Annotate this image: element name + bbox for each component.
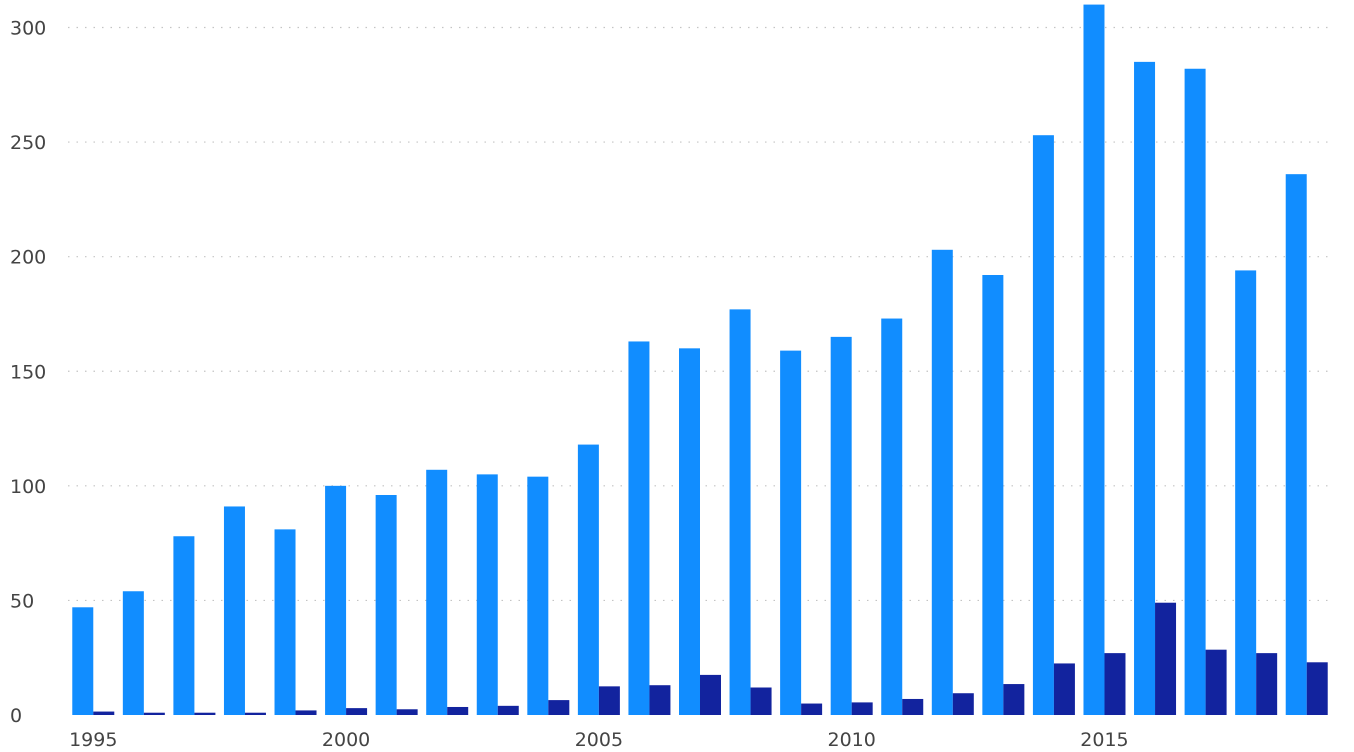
bar-2011-series-2 (902, 698, 924, 715)
bar-2003-series-1 (476, 474, 498, 715)
bar-1998-series-2 (244, 712, 266, 715)
bar-2016-series-2 (1155, 602, 1177, 715)
y-tick-label: 200 (10, 247, 46, 269)
bar-2002-series-2 (447, 706, 469, 715)
bar-2018-series-2 (1256, 653, 1278, 715)
bar-2007-series-1 (679, 348, 700, 715)
bar-1995-series-1 (72, 607, 94, 715)
bar-2007-series-2 (700, 674, 721, 715)
bar-1996-series-1 (122, 591, 144, 715)
y-tick-label: 250 (10, 132, 46, 154)
y-tick-label: 100 (10, 476, 46, 498)
bar-2012-series-1 (931, 249, 953, 715)
bar-1999-series-2 (295, 710, 317, 715)
x-tick-label: 2005 (575, 729, 623, 751)
bar-1998-series-1 (223, 506, 245, 715)
bar-2017-series-2 (1205, 649, 1227, 715)
bar-2013-series-1 (982, 275, 1004, 715)
bar-2006-series-2 (649, 685, 671, 715)
bar-2015-series-1 (1083, 4, 1105, 716)
bar-1997-series-2 (194, 712, 216, 715)
bar-2000-series-1 (325, 485, 347, 715)
bar-2001-series-2 (396, 709, 418, 715)
y-axis: 0 50 100 150 200 250 300 (10, 18, 46, 728)
x-tick-label: 1995 (69, 729, 117, 751)
y-tick-label: 50 (10, 590, 34, 612)
bar-2016-series-1 (1134, 61, 1156, 715)
x-tick-label: 2015 (1080, 729, 1128, 751)
bar-2009-series-2 (801, 703, 823, 715)
bar-2011-series-1 (881, 318, 903, 715)
bar-1999-series-1 (274, 529, 296, 715)
bar-1996-series-2 (143, 712, 165, 715)
bar-2015-series-2 (1104, 653, 1126, 715)
bar-2004-series-1 (527, 476, 549, 715)
bar-1997-series-1 (173, 536, 195, 715)
bar-2010-series-1 (830, 336, 852, 715)
bar-2003-series-2 (497, 705, 519, 715)
bar-2008-series-2 (750, 687, 772, 715)
bar-2012-series-2 (952, 693, 974, 715)
x-axis: 1995 2000 2005 2010 2015 (69, 729, 1129, 751)
bar-2004-series-2 (548, 700, 570, 715)
bar-2019-series-1 (1285, 174, 1307, 715)
bar-2005-series-2 (598, 686, 620, 715)
bar-2000-series-2 (346, 708, 368, 715)
bar-1995-series-2 (93, 711, 115, 715)
bar-2001-series-1 (375, 495, 397, 715)
bar-2006-series-1 (628, 341, 650, 715)
bar-2010-series-2 (851, 702, 873, 715)
bar-2019-series-2 (1306, 662, 1328, 715)
y-tick-label: 300 (10, 18, 46, 40)
x-tick-label: 2010 (828, 729, 876, 751)
bar-2002-series-1 (426, 469, 448, 715)
bar-2017-series-1 (1184, 68, 1206, 715)
bars (72, 4, 1328, 716)
bar-2014-series-2 (1053, 663, 1075, 715)
bar-2009-series-1 (780, 350, 802, 715)
bar-2008-series-1 (729, 309, 751, 715)
y-tick-label: 150 (10, 361, 46, 383)
bar-2018-series-1 (1235, 270, 1257, 715)
bar-2014-series-1 (1032, 135, 1054, 716)
x-tick-label: 2000 (322, 729, 370, 751)
bar-2005-series-1 (577, 444, 599, 715)
y-tick-label: 0 (10, 705, 22, 727)
bar-2013-series-2 (1003, 684, 1025, 715)
